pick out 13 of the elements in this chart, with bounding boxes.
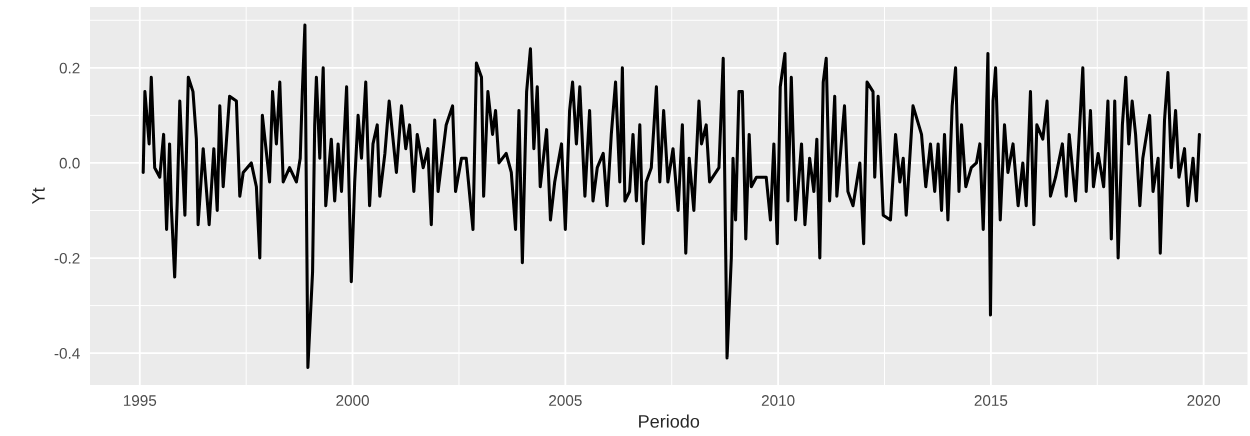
y-tick-label: 0.2 (59, 62, 80, 74)
y-axis-title: Yt (32, 187, 45, 205)
x-tick-label: 1995 (123, 395, 157, 406)
y-tick-label: -0.4 (54, 348, 80, 359)
y-tick-label: 0.0 (59, 157, 80, 169)
y-tick-label: -0.2 (54, 252, 80, 264)
x-tick-label: 2005 (549, 395, 582, 406)
x-tick-label: 2010 (761, 395, 795, 406)
line-series (141, 23, 1201, 369)
x-tick-label: 2020 (1187, 395, 1221, 406)
x-tick-label: 2000 (336, 395, 369, 406)
x-tick-label: 2015 (974, 395, 1008, 406)
x-axis-title: Periodo (639, 414, 700, 428)
